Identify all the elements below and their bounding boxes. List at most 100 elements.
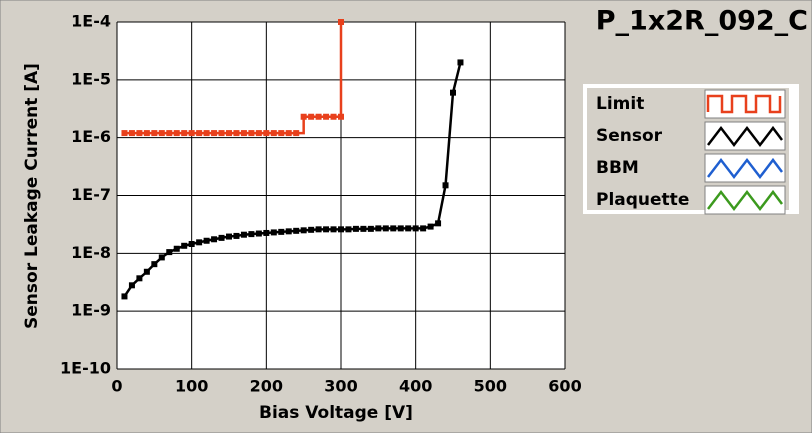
marker [128, 282, 135, 289]
y-tick-label: 1E-8 [71, 243, 111, 262]
legend-swatch-bg [704, 153, 786, 183]
marker [136, 275, 143, 282]
x-axis-label: Bias Voltage [V] [259, 403, 413, 423]
x-tick-label: 100 [175, 377, 208, 396]
marker [427, 223, 434, 230]
marker [218, 130, 225, 137]
legend-label: BBM [596, 158, 639, 178]
marker [367, 225, 374, 232]
marker [136, 130, 143, 137]
marker [255, 230, 262, 237]
marker [203, 237, 210, 244]
marker [233, 130, 240, 137]
marker [158, 254, 165, 261]
marker [121, 293, 128, 300]
marker [315, 226, 322, 233]
x-tick-label: 300 [324, 377, 357, 396]
marker [360, 225, 367, 232]
y-tick-label: 1E-7 [71, 185, 111, 204]
marker [375, 225, 382, 232]
marker [181, 242, 188, 249]
legend-label: Sensor [596, 126, 663, 146]
marker [457, 59, 464, 66]
marker [248, 130, 255, 137]
marker [233, 232, 240, 239]
x-tick-label: 600 [548, 377, 581, 396]
marker [442, 182, 449, 189]
marker [382, 225, 389, 232]
marker [278, 228, 285, 235]
legend-icon [707, 157, 783, 180]
chart-title: P_1x2R_092_C [596, 6, 808, 37]
marker [196, 130, 203, 137]
marker [226, 233, 232, 240]
marker [285, 130, 292, 137]
marker [181, 130, 188, 137]
series-line [123, 62, 462, 298]
y-tick-label: 1E-4 [71, 12, 111, 31]
marker [226, 130, 232, 137]
marker [308, 113, 315, 120]
y-tick-label: 1E-5 [71, 69, 111, 88]
legend-icon [706, 94, 782, 114]
marker [173, 245, 180, 252]
marker [270, 229, 277, 236]
marker [166, 249, 173, 256]
legend-swatch-bg [704, 185, 786, 215]
marker [300, 227, 307, 234]
marker [338, 226, 344, 233]
legend-swatch-bg [704, 121, 786, 151]
marker [255, 130, 262, 137]
marker [338, 19, 344, 25]
y-tick-label: 1E-10 [60, 359, 111, 378]
marker [315, 113, 322, 120]
marker [173, 130, 180, 137]
legend-icon [707, 125, 783, 148]
marker [308, 226, 315, 233]
marker [412, 225, 419, 232]
marker [345, 226, 352, 233]
legend-label: Limit [596, 94, 644, 114]
marker [151, 130, 158, 137]
marker [420, 225, 427, 232]
marker [300, 113, 307, 120]
marker [218, 234, 225, 241]
x-tick-label: 200 [250, 377, 283, 396]
marker [338, 113, 344, 120]
legend-icon [707, 189, 783, 212]
marker [270, 130, 277, 137]
marker [293, 130, 300, 137]
marker [143, 268, 150, 275]
marker [188, 130, 195, 137]
marker [166, 130, 173, 137]
marker [323, 226, 330, 233]
marker [323, 113, 330, 120]
marker [248, 231, 255, 238]
x-tick-label: 0 [111, 377, 122, 396]
marker [278, 130, 285, 137]
marker [450, 89, 456, 96]
marker [196, 239, 203, 246]
marker [211, 130, 218, 137]
y-axis-label: Sensor Leakage Current [A] [22, 63, 42, 329]
marker [390, 225, 397, 232]
marker [143, 130, 150, 137]
x-tick-label: 400 [399, 377, 432, 396]
marker [240, 130, 247, 137]
marker [352, 225, 359, 232]
marker [330, 226, 337, 233]
marker [158, 130, 165, 137]
marker [263, 130, 270, 137]
marker [211, 236, 218, 243]
marker [330, 113, 337, 120]
marker [293, 227, 300, 234]
marker [121, 130, 128, 137]
marker [397, 225, 404, 232]
marker [188, 241, 195, 248]
marker [240, 231, 247, 238]
marker [285, 228, 292, 235]
marker [435, 220, 442, 227]
legend-label: Plaquette [596, 190, 689, 210]
